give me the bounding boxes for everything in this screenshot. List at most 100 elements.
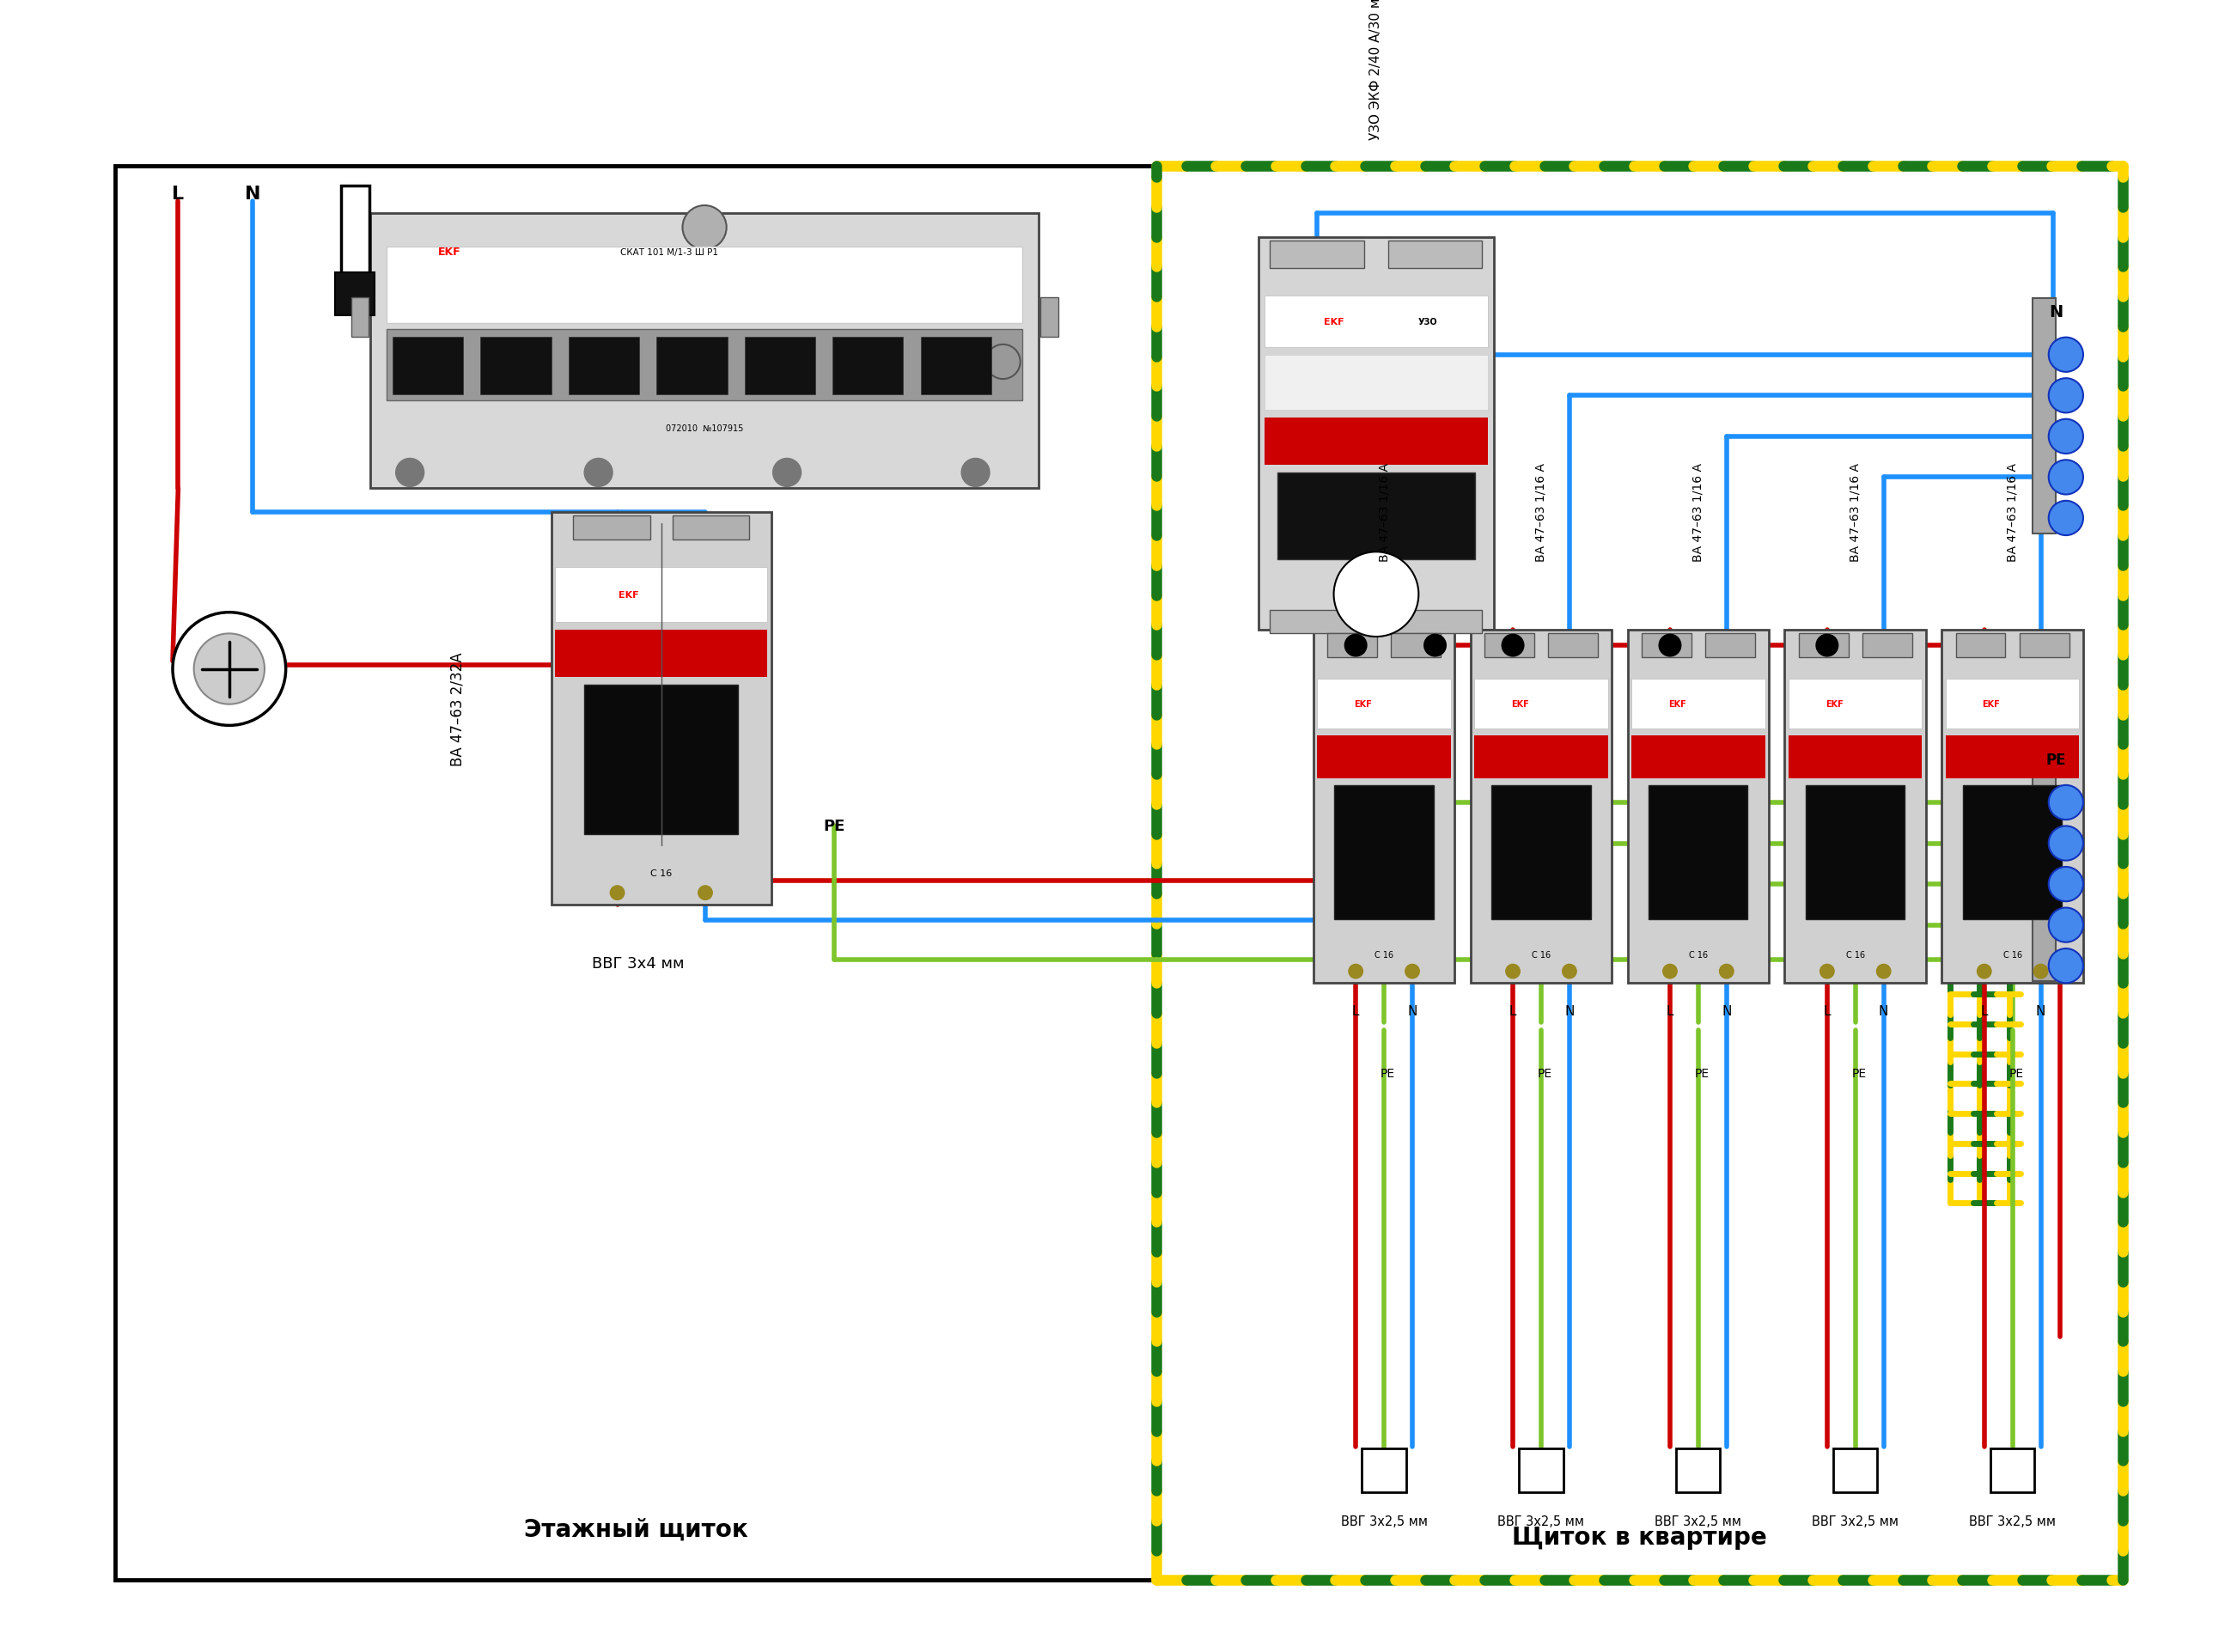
Text: PE: PE bbox=[1696, 1067, 1709, 1080]
Text: C 16: C 16 bbox=[1532, 952, 1550, 960]
Text: Этажный щиток: Этажный щиток bbox=[523, 1517, 747, 1541]
Text: L: L bbox=[1667, 1004, 1673, 1018]
Text: ВВГ 3х2,5 мм: ВВГ 3х2,5 мм bbox=[1812, 1515, 1899, 1528]
Text: ВА 47–63 1/16 А: ВА 47–63 1/16 А bbox=[1378, 463, 1389, 562]
FancyBboxPatch shape bbox=[1785, 629, 1926, 983]
FancyBboxPatch shape bbox=[1519, 1449, 1564, 1492]
Text: EKF: EKF bbox=[438, 246, 461, 258]
Circle shape bbox=[962, 459, 989, 487]
FancyBboxPatch shape bbox=[1040, 299, 1058, 337]
Text: УЗО: УЗО bbox=[1418, 317, 1438, 325]
FancyBboxPatch shape bbox=[351, 299, 369, 337]
Text: PE: PE bbox=[1537, 1067, 1552, 1080]
Text: EKF: EKF bbox=[1353, 700, 1371, 709]
Text: N: N bbox=[1407, 1004, 1418, 1018]
Circle shape bbox=[611, 885, 624, 900]
FancyBboxPatch shape bbox=[922, 337, 991, 395]
FancyBboxPatch shape bbox=[1264, 355, 1488, 410]
FancyBboxPatch shape bbox=[394, 337, 463, 395]
FancyBboxPatch shape bbox=[1631, 679, 1765, 729]
Circle shape bbox=[396, 459, 425, 487]
FancyBboxPatch shape bbox=[1335, 786, 1434, 920]
FancyBboxPatch shape bbox=[1271, 241, 1365, 269]
Circle shape bbox=[1720, 965, 1734, 978]
Circle shape bbox=[2049, 826, 2083, 861]
FancyBboxPatch shape bbox=[1799, 634, 1848, 657]
FancyBboxPatch shape bbox=[387, 246, 1022, 324]
FancyBboxPatch shape bbox=[573, 515, 651, 540]
Text: L: L bbox=[172, 185, 183, 203]
Text: L: L bbox=[1980, 1004, 1989, 1018]
FancyBboxPatch shape bbox=[1264, 296, 1488, 347]
Text: 072010  №107915: 072010 №107915 bbox=[667, 425, 743, 433]
FancyBboxPatch shape bbox=[1548, 634, 1597, 657]
Text: ВА 47–63 2/32А: ВА 47–63 2/32А bbox=[450, 651, 465, 765]
Circle shape bbox=[2049, 461, 2083, 496]
FancyBboxPatch shape bbox=[371, 213, 1038, 489]
Circle shape bbox=[772, 459, 801, 487]
Circle shape bbox=[1425, 634, 1445, 657]
FancyBboxPatch shape bbox=[1863, 634, 1913, 657]
Text: ВВГ 3х2,5 мм: ВВГ 3х2,5 мм bbox=[1499, 1515, 1584, 1528]
Circle shape bbox=[987, 345, 1020, 380]
FancyBboxPatch shape bbox=[1391, 634, 1441, 657]
Circle shape bbox=[1660, 634, 1680, 657]
Text: EKF: EKF bbox=[1324, 317, 1344, 325]
FancyBboxPatch shape bbox=[1387, 241, 1483, 269]
FancyBboxPatch shape bbox=[1485, 634, 1535, 657]
FancyBboxPatch shape bbox=[550, 512, 772, 905]
Circle shape bbox=[698, 885, 711, 900]
FancyBboxPatch shape bbox=[1277, 472, 1474, 560]
Text: C 16: C 16 bbox=[1689, 952, 1707, 960]
Text: PE: PE bbox=[823, 819, 846, 834]
Circle shape bbox=[1816, 634, 1839, 657]
Circle shape bbox=[1333, 552, 1418, 638]
FancyBboxPatch shape bbox=[1264, 418, 1488, 466]
FancyBboxPatch shape bbox=[1642, 634, 1691, 657]
FancyBboxPatch shape bbox=[1318, 737, 1452, 778]
FancyBboxPatch shape bbox=[340, 187, 369, 278]
Circle shape bbox=[1405, 965, 1420, 978]
Circle shape bbox=[1877, 965, 1890, 978]
FancyBboxPatch shape bbox=[1676, 1449, 1720, 1492]
FancyBboxPatch shape bbox=[1964, 786, 2063, 920]
Circle shape bbox=[2049, 378, 2083, 413]
Circle shape bbox=[1506, 965, 1519, 978]
Circle shape bbox=[195, 634, 264, 705]
FancyBboxPatch shape bbox=[1313, 629, 1454, 983]
Text: EKF: EKF bbox=[1982, 700, 2000, 709]
FancyBboxPatch shape bbox=[745, 337, 814, 395]
Circle shape bbox=[1561, 965, 1577, 978]
Circle shape bbox=[2033, 965, 2047, 978]
FancyBboxPatch shape bbox=[658, 337, 727, 395]
Circle shape bbox=[2049, 339, 2083, 373]
FancyBboxPatch shape bbox=[1157, 167, 2123, 1581]
FancyBboxPatch shape bbox=[1470, 629, 1613, 983]
Text: PE: PE bbox=[2009, 1067, 2024, 1080]
Text: PE: PE bbox=[1852, 1067, 1866, 1080]
FancyBboxPatch shape bbox=[2020, 634, 2069, 657]
FancyBboxPatch shape bbox=[584, 686, 738, 834]
FancyBboxPatch shape bbox=[1362, 1449, 1407, 1492]
FancyBboxPatch shape bbox=[1946, 679, 2078, 729]
FancyBboxPatch shape bbox=[832, 337, 904, 395]
Text: N: N bbox=[1564, 1004, 1575, 1018]
FancyBboxPatch shape bbox=[2031, 299, 2056, 534]
Text: ВВГ 3х2,5 мм: ВВГ 3х2,5 мм bbox=[1969, 1515, 2056, 1528]
Text: L: L bbox=[1510, 1004, 1517, 1018]
Text: PE: PE bbox=[2045, 752, 2065, 767]
Text: EKF: EKF bbox=[1669, 700, 1687, 709]
FancyBboxPatch shape bbox=[1492, 786, 1591, 920]
Circle shape bbox=[1344, 634, 1367, 657]
Text: EKF: EKF bbox=[617, 590, 638, 600]
Text: N: N bbox=[1879, 1004, 1888, 1018]
FancyBboxPatch shape bbox=[673, 515, 749, 540]
FancyBboxPatch shape bbox=[1805, 786, 1906, 920]
Text: ВА 47–63 1/16 А: ВА 47–63 1/16 А bbox=[2007, 463, 2018, 562]
Circle shape bbox=[2049, 909, 2083, 943]
Text: ВА 47–63 1/16 А: ВА 47–63 1/16 А bbox=[1850, 463, 1861, 562]
Circle shape bbox=[172, 613, 286, 725]
FancyBboxPatch shape bbox=[1942, 629, 2083, 983]
Circle shape bbox=[1978, 965, 1991, 978]
FancyBboxPatch shape bbox=[555, 567, 767, 623]
